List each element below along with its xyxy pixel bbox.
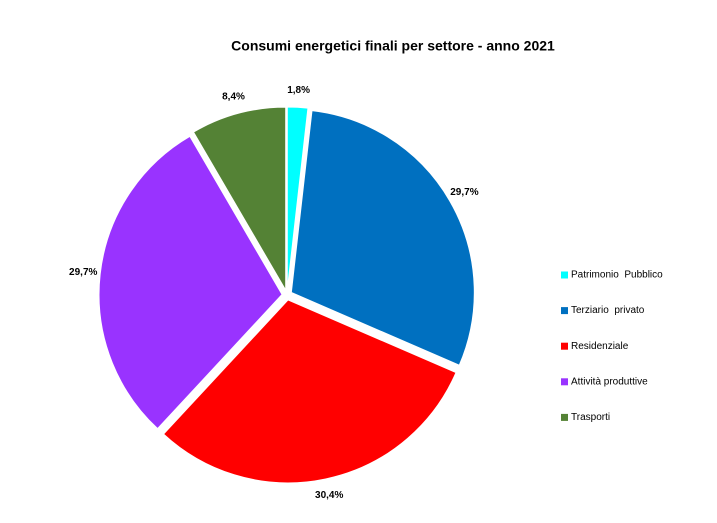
- legend-swatch: [561, 342, 568, 350]
- legend-swatch: [561, 271, 568, 279]
- legend-label: Residenziale: [571, 341, 629, 352]
- pie-slice: [290, 110, 475, 366]
- legend-label: Attività produttive: [571, 376, 648, 387]
- legend-label: Patrimonio Pubblico: [571, 270, 663, 281]
- pie-slice: [98, 135, 283, 430]
- legend-label: Trasporti: [571, 412, 610, 423]
- pie-slice: [162, 299, 457, 484]
- data-label: 1,8%: [287, 85, 310, 96]
- pie-slice: [286, 106, 309, 291]
- chart-title: Consumi energetici finali per settore - …: [231, 38, 555, 54]
- legend-swatch: [561, 378, 568, 386]
- legend-swatch: [561, 413, 568, 421]
- pie-slice: [192, 106, 287, 293]
- data-label: 30,4%: [315, 490, 343, 501]
- data-label: 29,7%: [450, 187, 478, 198]
- data-label: 29,7%: [69, 267, 97, 278]
- data-label: 8,4%: [222, 92, 245, 103]
- legend-label: Terziario privato: [571, 305, 645, 316]
- legend-swatch: [561, 307, 568, 315]
